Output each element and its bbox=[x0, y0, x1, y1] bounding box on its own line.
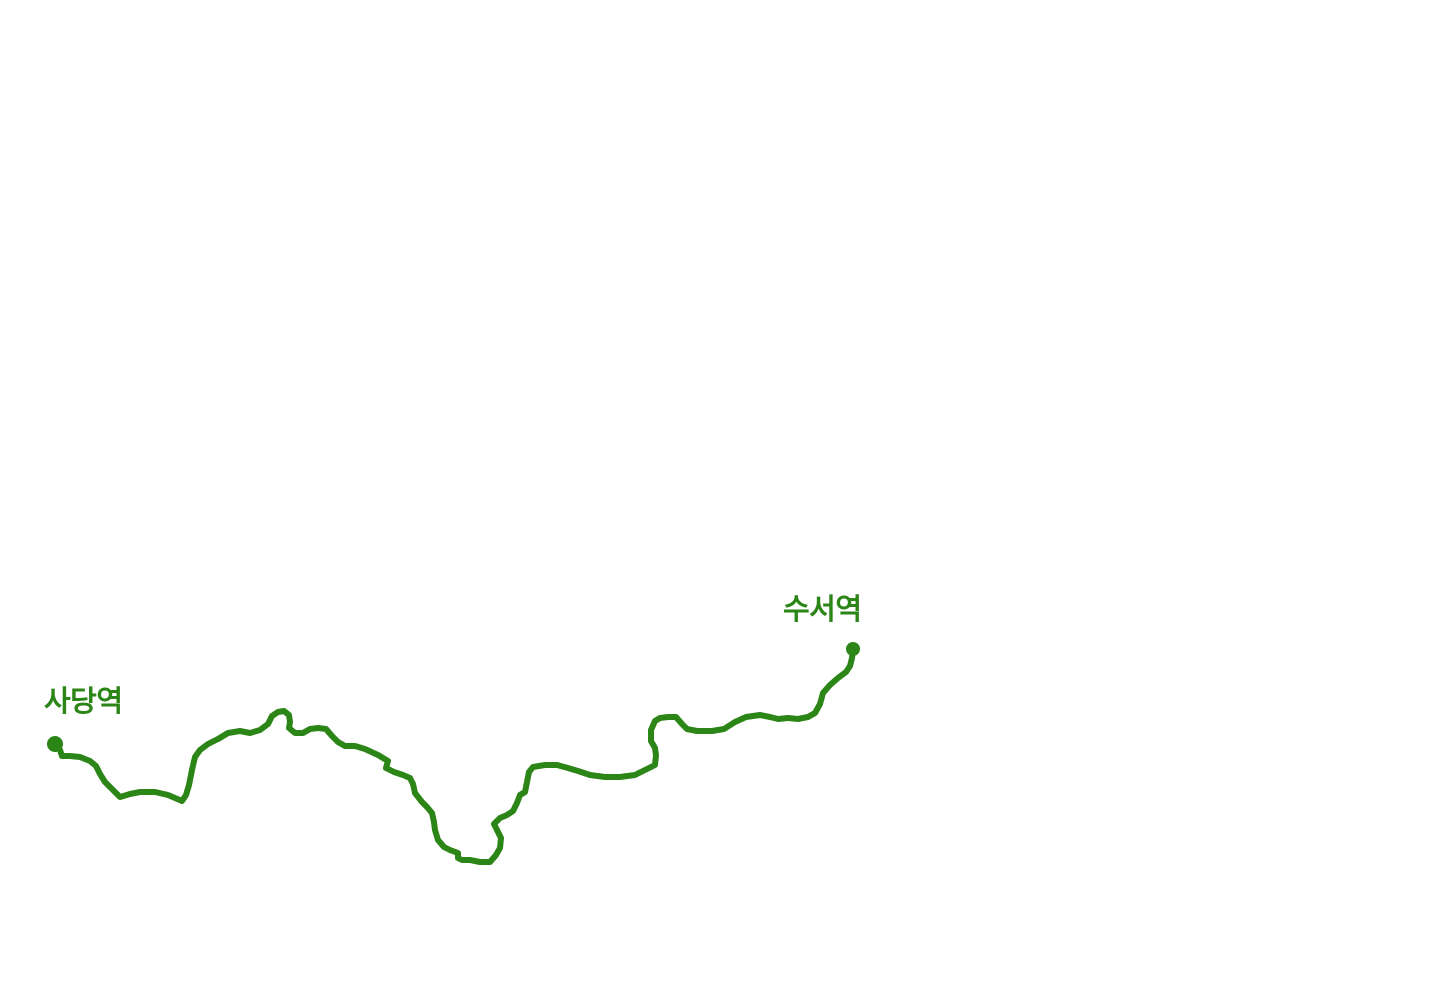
end-station-label[interactable]: 수서역 bbox=[783, 592, 862, 626]
end-station-dot[interactable] bbox=[846, 642, 860, 656]
start-station-label[interactable]: 사당역 bbox=[44, 684, 123, 718]
route-line bbox=[52, 646, 856, 865]
start-station-dot[interactable] bbox=[47, 736, 63, 752]
